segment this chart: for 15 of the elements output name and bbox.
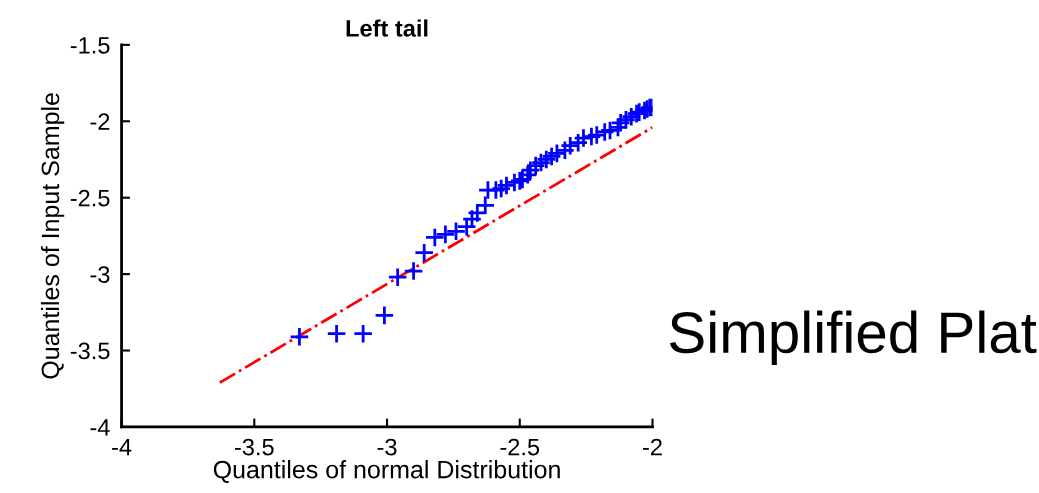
chart-title: Left tail xyxy=(346,19,428,37)
y-tick-label: -3 xyxy=(90,266,110,283)
x-axis-title: Quantiles of normal Distribution xyxy=(213,460,560,483)
y-tick-label: -2.5 xyxy=(70,189,110,207)
y-tick-label: -4 xyxy=(90,419,110,436)
x-tick-label: -3.5 xyxy=(235,438,274,456)
y-tick-label: -3.5 xyxy=(70,342,110,360)
y-tick-label: -2 xyxy=(90,113,110,130)
text: Simplified Plat xyxy=(669,310,1037,365)
x-tick-label: -4 xyxy=(112,438,132,456)
x-tick-label: -2 xyxy=(643,438,662,456)
y-tick-label: -1.5 xyxy=(70,37,110,54)
y-axis-title: Quantiles of Input Sample xyxy=(40,93,65,379)
x-tick-label: -2.5 xyxy=(500,438,540,456)
x-tick-label: -3 xyxy=(377,438,397,456)
